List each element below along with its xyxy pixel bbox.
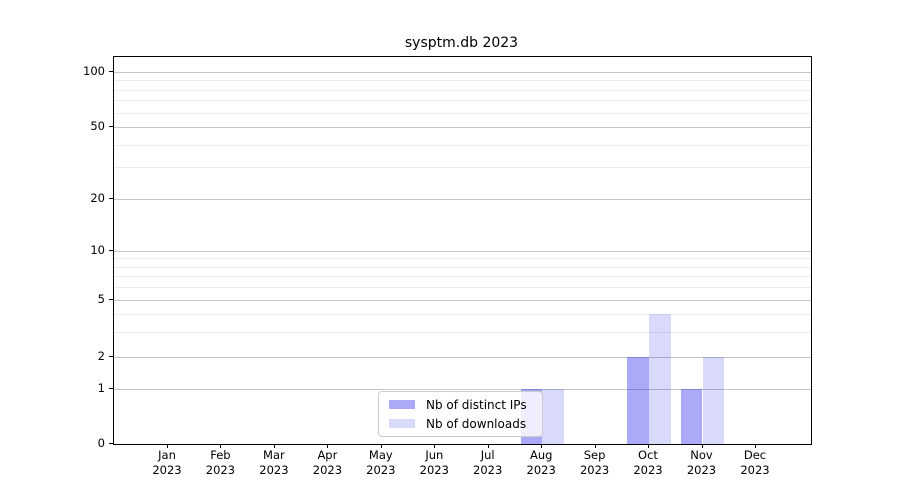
minor-gridline bbox=[114, 89, 811, 91]
minor-gridline bbox=[114, 144, 811, 146]
minor-gridline bbox=[114, 331, 811, 333]
x-tick-mark bbox=[541, 444, 543, 448]
legend-swatch-icon bbox=[389, 419, 415, 428]
x-tick-mark bbox=[273, 444, 275, 448]
x-tick-mark bbox=[648, 444, 649, 448]
minor-gridline bbox=[114, 112, 811, 114]
plot-area bbox=[113, 56, 812, 445]
minor-gridline bbox=[114, 266, 811, 268]
major-gridline bbox=[114, 357, 811, 358]
minor-gridline bbox=[114, 80, 811, 82]
x-tick-year: 2023 bbox=[205, 463, 236, 477]
major-gridline bbox=[114, 300, 811, 301]
chart-title: sysptm.db 2023 bbox=[404, 35, 519, 51]
y-tick-label: 1 bbox=[97, 380, 105, 395]
x-tick-mark bbox=[487, 444, 489, 448]
legend-label: Nb of downloads bbox=[426, 416, 527, 431]
y-tick-label: 5 bbox=[97, 292, 105, 306]
legend-item: Nb of downloads bbox=[389, 417, 532, 431]
y-tick-mark bbox=[109, 356, 113, 357]
x-tick-label-jul: Jul 2023 bbox=[456, 448, 520, 478]
y-tick-mark bbox=[109, 387, 113, 389]
y-tick-mark bbox=[109, 198, 113, 199]
major-gridline bbox=[114, 388, 811, 390]
x-tick-mark bbox=[327, 444, 329, 448]
legend-item: Nb of distinct IPs bbox=[389, 398, 532, 412]
x-tick-year: 2023 bbox=[473, 463, 503, 477]
x-tick-mark bbox=[701, 444, 703, 448]
x-tick-month: Mar bbox=[263, 448, 285, 462]
x-tick-label-mar: Mar 2023 bbox=[242, 448, 306, 478]
x-tick-mark bbox=[755, 444, 756, 448]
x-tick-mark bbox=[220, 444, 222, 448]
x-tick-month: Apr bbox=[317, 448, 338, 462]
x-tick-year: 2023 bbox=[419, 463, 449, 477]
x-tick-label-dec: Dec 2023 bbox=[723, 448, 787, 478]
y-tick-label: 20 bbox=[90, 191, 105, 205]
minor-gridline bbox=[114, 100, 811, 102]
x-tick-month: Jun bbox=[425, 448, 444, 462]
x-tick-month: Feb bbox=[210, 448, 231, 462]
x-tick-label-aug: Aug 2023 bbox=[509, 448, 573, 478]
x-tick-mark bbox=[167, 444, 168, 448]
legend-swatch-icon bbox=[389, 400, 415, 409]
y-tick-mark bbox=[109, 250, 113, 251]
x-tick-label-nov: Nov 2023 bbox=[670, 448, 734, 478]
bar-oct-series0 bbox=[627, 357, 649, 444]
minor-gridline bbox=[114, 276, 811, 278]
y-tick-mark bbox=[109, 71, 113, 72]
minor-gridline bbox=[114, 313, 811, 315]
bar-nov-series0 bbox=[680, 388, 703, 444]
x-tick-year: 2023 bbox=[366, 463, 396, 477]
legend-label: Nb of distinct IPs bbox=[426, 397, 527, 412]
x-tick-label-may: May 2023 bbox=[349, 448, 413, 478]
x-tick-month: Sep bbox=[583, 448, 606, 462]
x-tick-label-feb: Feb 2023 bbox=[188, 448, 252, 478]
y-tick-mark bbox=[109, 126, 113, 127]
y-tick-label: 100 bbox=[83, 64, 105, 78]
y-tick-label: 50 bbox=[90, 119, 105, 133]
x-tick-month: Dec bbox=[743, 448, 767, 462]
y-tick-label: 0 bbox=[97, 436, 105, 450]
bar-aug-series1 bbox=[542, 388, 564, 444]
x-tick-label-jan: Jan 2023 bbox=[135, 448, 199, 478]
x-tick-label-jun: Jun 2023 bbox=[402, 448, 466, 478]
x-tick-year: 2023 bbox=[740, 463, 770, 477]
bar-oct-series1 bbox=[649, 313, 671, 444]
bar-nov-series1 bbox=[702, 357, 725, 444]
major-gridline bbox=[114, 127, 811, 128]
major-gridline bbox=[114, 199, 811, 200]
y-tick-label: 2 bbox=[97, 349, 105, 363]
x-tick-year: 2023 bbox=[633, 463, 663, 477]
major-gridline bbox=[114, 72, 811, 73]
major-gridline bbox=[114, 251, 811, 252]
x-tick-mark bbox=[434, 444, 436, 448]
x-tick-month: Jul bbox=[480, 448, 495, 462]
x-tick-label-sep: Sep 2023 bbox=[563, 448, 627, 478]
x-tick-mark bbox=[594, 444, 596, 448]
x-tick-month: Nov bbox=[690, 448, 713, 462]
x-tick-year: 2023 bbox=[152, 463, 182, 477]
x-tick-year: 2023 bbox=[579, 463, 610, 477]
x-tick-month: Jan bbox=[158, 448, 176, 462]
minor-gridline bbox=[114, 258, 811, 260]
y-tick-label: 10 bbox=[90, 243, 105, 257]
x-tick-label-oct: Oct 2023 bbox=[616, 448, 680, 478]
x-tick-month: May bbox=[368, 448, 393, 462]
x-tick-label-apr: Apr 2023 bbox=[295, 448, 359, 478]
y-tick-mark bbox=[109, 443, 113, 444]
legend: Nb of distinct IPs Nb of downloads bbox=[378, 391, 543, 437]
x-tick-mark bbox=[380, 444, 382, 448]
minor-gridline bbox=[114, 167, 811, 169]
x-tick-year: 2023 bbox=[259, 463, 289, 477]
x-tick-month: Aug bbox=[529, 448, 553, 462]
minor-gridline bbox=[114, 287, 811, 289]
x-tick-month: Oct bbox=[638, 448, 658, 462]
x-tick-year: 2023 bbox=[686, 463, 717, 477]
x-tick-year: 2023 bbox=[526, 463, 556, 477]
x-tick-year: 2023 bbox=[312, 463, 343, 477]
y-tick-mark bbox=[109, 299, 113, 300]
